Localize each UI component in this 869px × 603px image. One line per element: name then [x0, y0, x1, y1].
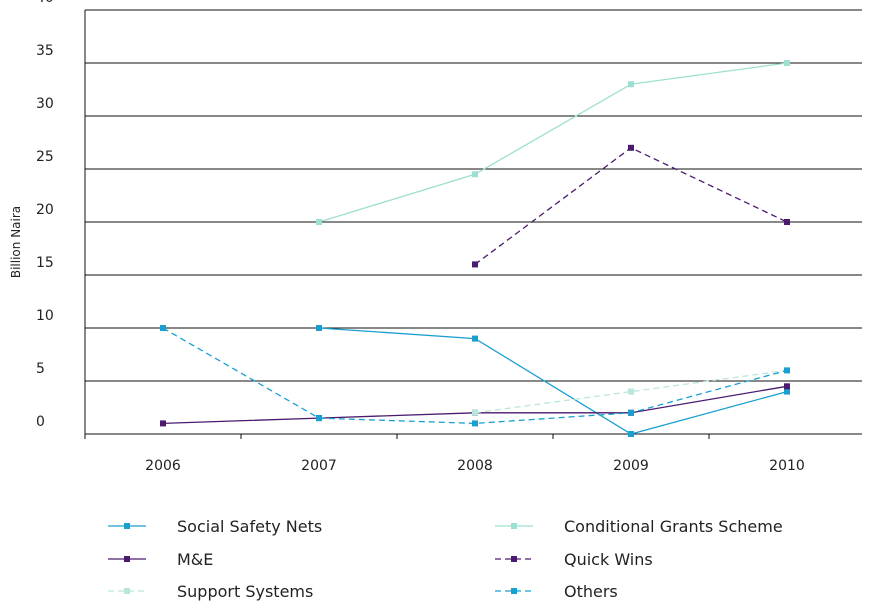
x-tick-label: 2010: [769, 458, 805, 474]
data-point: [160, 325, 166, 331]
data-point: [472, 335, 478, 342]
series-line: [318, 327, 788, 435]
legend-swatch-marker: [124, 588, 130, 594]
x-tick-label: 2006: [145, 458, 181, 474]
data-point: [160, 420, 166, 427]
series-line: [162, 385, 788, 425]
series-others: [160, 325, 790, 427]
series-line: [318, 62, 788, 223]
legend-item: Support Systems: [108, 582, 313, 601]
data-point: [784, 383, 790, 390]
data-point: [472, 409, 478, 416]
x-tick-labels: 2006 2007 2008 2009 2010: [145, 458, 805, 474]
series-line: [474, 369, 788, 414]
legend-item: M&E: [108, 550, 213, 569]
data-point: [784, 219, 790, 225]
legend-label: Quick Wins: [564, 550, 653, 569]
y-tick-label: 30: [36, 96, 54, 112]
y-axis-label: Billion Naira: [9, 206, 23, 278]
legend-label: M&E: [177, 550, 213, 569]
x-tick-label: 2009: [613, 458, 649, 474]
y-tick-label: 25: [36, 149, 54, 165]
legend-item: Conditional Grants Scheme: [495, 517, 783, 536]
data-point: [784, 367, 790, 374]
y-tick-label: 5: [36, 361, 45, 377]
series-quick-wins: [472, 144, 790, 268]
series-support-systems: [472, 367, 790, 416]
x-tick-label: 2007: [301, 458, 337, 474]
y-tick-label: 0: [36, 414, 45, 430]
legend-swatch-marker: [511, 588, 517, 594]
data-point: [628, 388, 634, 395]
legend-swatch-marker: [124, 556, 130, 562]
y-tick-label: 35: [36, 43, 54, 59]
legend-item: Others: [495, 582, 618, 601]
y-tick-label: 15: [36, 255, 54, 271]
legend-label: Others: [564, 582, 618, 601]
data-point: [628, 431, 634, 437]
series-line: [474, 147, 788, 265]
data-point: [472, 420, 478, 427]
y-tick-label: 40: [36, 0, 54, 6]
data-point: [316, 415, 322, 422]
series-line: [162, 327, 788, 425]
legend-item: Social Safety Nets: [108, 517, 322, 536]
y-tick-labels: 0 5 10 15 20 25 30 35 40: [36, 0, 54, 430]
data-point: [472, 171, 478, 178]
series-conditional-grants-scheme: [316, 60, 790, 225]
series-social-safety-nets: [316, 325, 790, 437]
axes: [84, 10, 862, 439]
y-tick-label: 20: [36, 202, 54, 218]
legend-label: Conditional Grants Scheme: [564, 517, 783, 536]
data-point: [628, 144, 634, 151]
legend: Social Safety Nets Conditional Grants Sch…: [108, 517, 783, 601]
legend-item: Quick Wins: [495, 550, 653, 569]
legend-swatch-marker: [511, 556, 517, 562]
data-point: [628, 81, 634, 88]
legend-swatch-marker: [124, 523, 130, 529]
legend-swatch-marker: [511, 523, 517, 529]
data-point: [472, 261, 478, 268]
legend-label: Social Safety Nets: [177, 517, 322, 536]
y-tick-label: 10: [36, 308, 54, 324]
data-point: [784, 60, 790, 66]
legend-label: Support Systems: [177, 582, 313, 601]
data-point: [316, 219, 322, 225]
data-point: [784, 388, 790, 395]
data-point: [628, 409, 634, 416]
data-point: [316, 325, 322, 331]
grid-lines: [85, 9, 862, 382]
series-m-e: [160, 383, 790, 427]
series-lines: [160, 60, 790, 437]
x-tick-label: 2008: [457, 458, 493, 474]
